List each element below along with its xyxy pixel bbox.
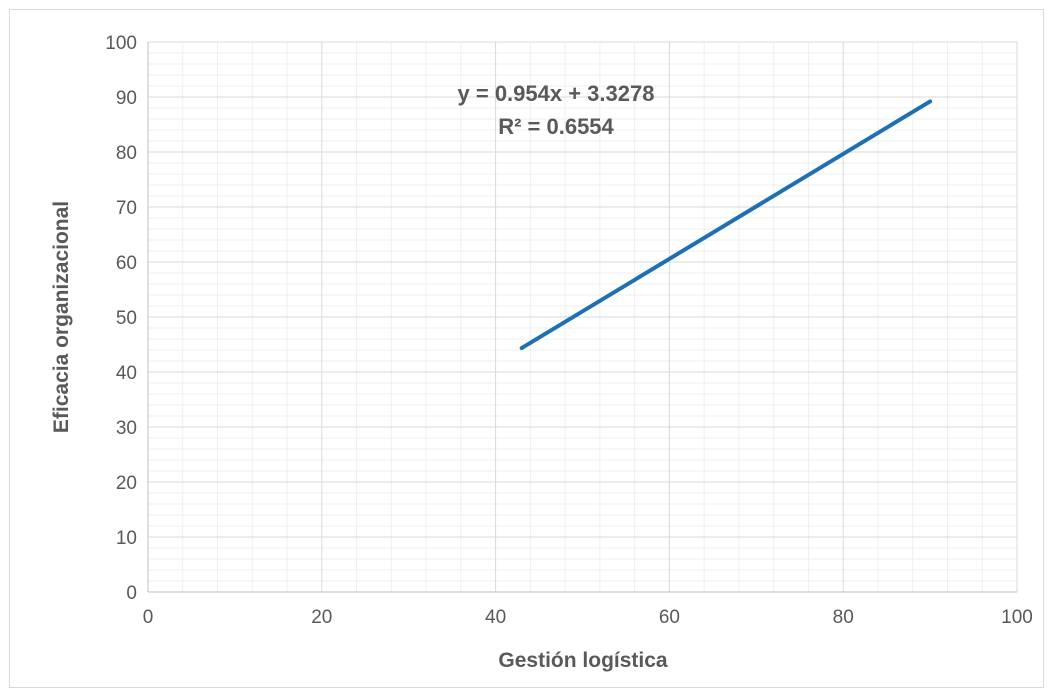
axes xyxy=(147,42,1017,593)
x-tick-label: 0 xyxy=(143,607,154,628)
y-tick-label: 40 xyxy=(116,363,137,384)
x-axis-title: Gestión logística xyxy=(498,649,668,672)
x-tick-label: 60 xyxy=(659,607,680,628)
trendline xyxy=(519,99,933,351)
x-tick-label: 40 xyxy=(485,607,506,628)
y-axis-title: Eficacia organizacional xyxy=(50,201,73,433)
y-tick-label: 30 xyxy=(116,418,137,439)
r-squared-label: R² = 0.6554 xyxy=(498,114,614,139)
y-tick-label: 60 xyxy=(116,253,137,274)
series-group xyxy=(519,99,933,351)
x-tick-label: 100 xyxy=(1001,607,1033,628)
y-tick-labels: 0 10 20 30 40 50 60 70 80 90 100 xyxy=(105,33,137,604)
trendline-equation: y = 0.954x + 3.3278 xyxy=(458,81,655,106)
y-tick-label: 50 xyxy=(116,308,137,329)
y-tick-label: 90 xyxy=(116,88,137,109)
y-tick-label: 70 xyxy=(116,198,137,219)
chart-svg: 0 20 40 60 80 100 0 10 20 30 40 50 60 70 80 90 100 y = … xyxy=(50,33,1033,672)
y-tick-label: 10 xyxy=(116,528,137,549)
x-tick-label: 80 xyxy=(833,607,854,628)
y-tick-label: 0 xyxy=(126,583,137,604)
y-tick-label: 100 xyxy=(105,33,137,54)
x-tick-labels: 0 20 40 60 80 100 xyxy=(143,607,1033,628)
y-tick-label: 80 xyxy=(116,143,137,164)
chart-frame: 0 20 40 60 80 100 0 10 20 30 40 50 60 70 80 90 100 y = … xyxy=(9,9,1044,688)
y-tick-label: 20 xyxy=(116,473,137,494)
x-tick-label: 20 xyxy=(311,607,332,628)
